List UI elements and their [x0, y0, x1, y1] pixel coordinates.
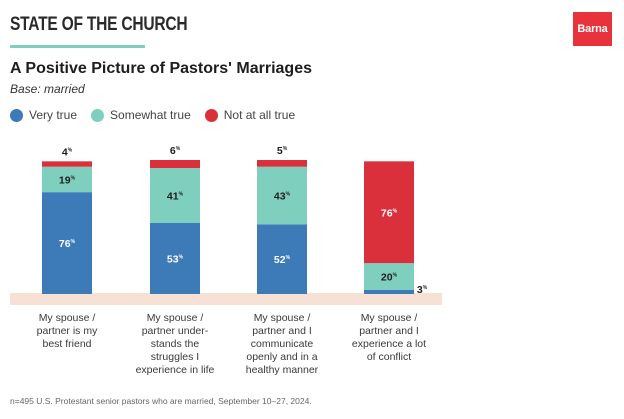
bar-somewhat-true-3	[257, 166, 307, 225]
category-label-1-line-2: partner is my	[37, 325, 98, 337]
legend-item-not-at-all-true: Not at all true	[204, 108, 296, 122]
data-label-somewhat-true-3: 43%	[274, 191, 291, 203]
data-label-very-true-3: 52%	[274, 254, 291, 266]
section-rule	[10, 45, 145, 48]
legend-swatch-somewhat-true	[91, 108, 105, 122]
category-label-2-line-5: experience in life	[136, 364, 215, 376]
data-label-not-at-all-true-2: 6%	[170, 145, 181, 157]
legend-item-somewhat-true: Somewhat true	[91, 108, 191, 122]
category-label-4-line-3: experience a lot	[352, 338, 426, 350]
category-label-4-line-1: My spouse /	[361, 312, 418, 324]
bar-very-true-1	[42, 192, 92, 294]
bar-somewhat-true-2	[150, 168, 200, 223]
legend-swatch-very-true	[10, 108, 23, 122]
barna-logo[interactable]: Barna	[573, 12, 612, 46]
data-label-very-true-4: 3%	[417, 284, 428, 296]
legend-label-somewhat-true: Somewhat true	[110, 108, 191, 122]
category-label-2-line-4: struggles I	[151, 351, 199, 363]
data-label-very-true-1: 76%	[59, 238, 76, 250]
legend-label-very-true: Very true	[29, 108, 78, 122]
category-label-3-line-3: communicate	[251, 338, 314, 350]
category-label-2-line-2: partner under-	[142, 325, 209, 337]
bar-very-true-2	[150, 222, 200, 294]
legend-label-not-at-all-true: Not at all true	[223, 108, 296, 122]
data-label-somewhat-true-1: 19%	[59, 174, 76, 186]
footnote: n=495 U.S. Protestant senior pastors who…	[10, 396, 312, 406]
legend-item-very-true: Very true	[10, 108, 77, 122]
bar-somewhat-true-1	[42, 166, 92, 193]
legend-swatch-not-at-all-true	[204, 108, 218, 122]
data-label-not-at-all-true-4: 76%	[381, 207, 398, 219]
data-label-very-true-2: 53%	[167, 253, 184, 265]
category-label-1-line-1: My spouse /	[39, 312, 96, 324]
bar-not-at-all-true-1	[42, 161, 92, 167]
category-label-2-line-1: My spouse /	[147, 312, 204, 324]
chart-subtitle: Base: married	[10, 82, 85, 96]
chart-legend: Very true Somewhat true Not at all true	[10, 108, 309, 122]
section-label: STATE OF THE CHURCH	[10, 14, 188, 35]
data-label-not-at-all-true-3: 5%	[277, 145, 288, 157]
category-label-3-line-4: openly and in a	[246, 351, 317, 363]
chart-title: A Positive Picture of Pastors' Marriages	[10, 60, 312, 77]
bar-somewhat-true-4	[364, 263, 414, 290]
bar-very-true-3	[257, 224, 307, 294]
category-label-2-line-3: stands the	[151, 338, 200, 350]
bar-not-at-all-true-2	[150, 160, 200, 169]
category-label-3-line-1: My spouse /	[254, 312, 311, 324]
category-label-3-line-2: partner and I	[252, 325, 312, 337]
data-label-somewhat-true-2: 41%	[167, 191, 184, 203]
bar-not-at-all-true-3	[257, 160, 307, 167]
chart-baseline	[10, 293, 442, 305]
category-label-1-line-3: best friend	[42, 338, 91, 350]
category-label-4-line-2: partner and I	[359, 325, 419, 337]
category-label-4-line-4: of conflict	[367, 351, 411, 363]
bar-not-at-all-true-4	[364, 161, 414, 264]
data-label-not-at-all-true-1: 4%	[62, 146, 73, 158]
data-label-somewhat-true-4: 20%	[381, 272, 398, 284]
category-label-3-line-5: healthy manner	[246, 364, 319, 376]
bar-very-true-4	[364, 289, 414, 294]
